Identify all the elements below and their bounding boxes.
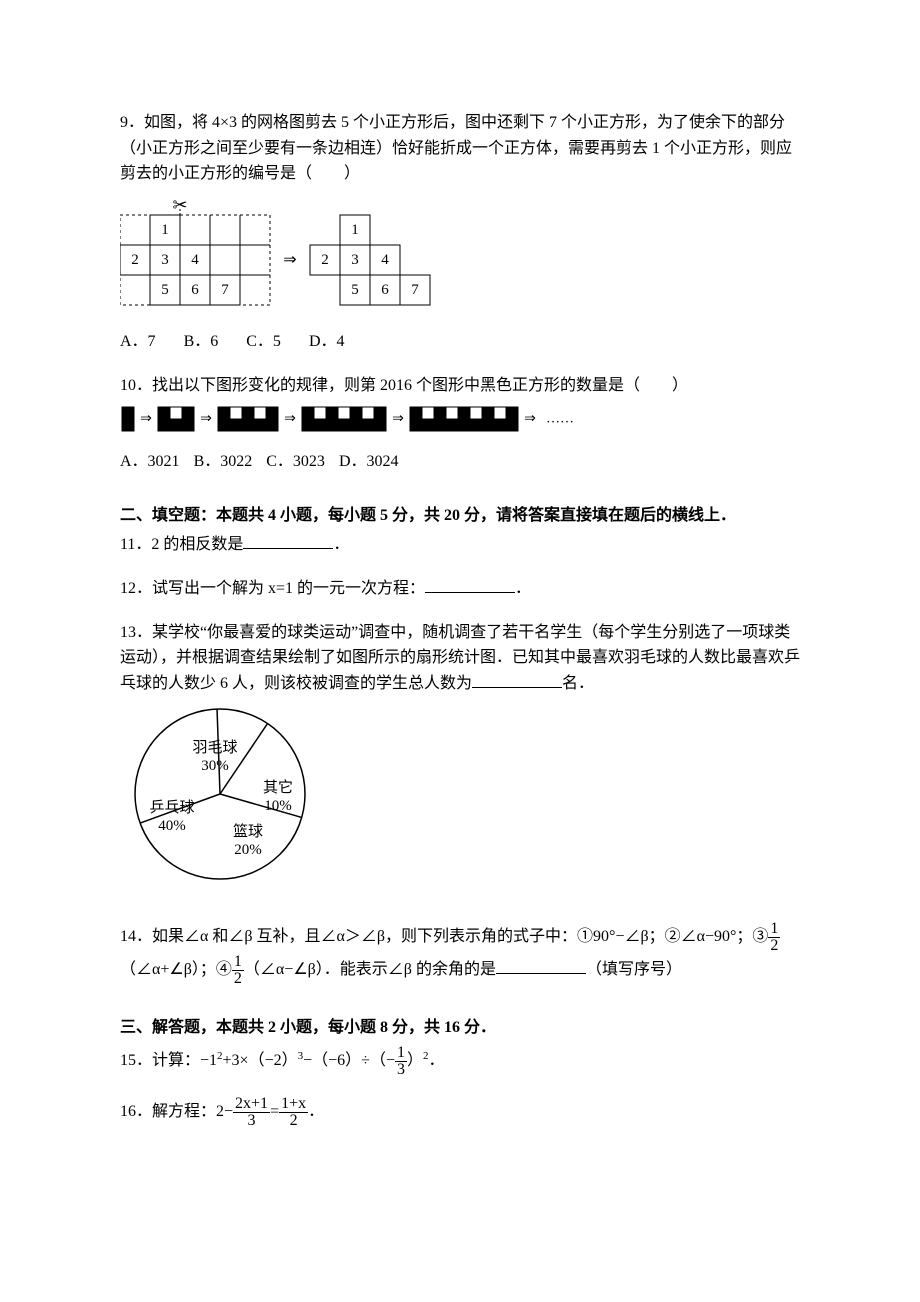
- q12-post: ．: [515, 580, 531, 597]
- q15-mid2: −（−6）÷（−: [303, 1052, 395, 1069]
- q10-options: A．3021 B．3022 C．3023 D．3024: [120, 449, 800, 475]
- svg-text:1: 1: [161, 222, 169, 238]
- q15-pre: 15．计算：−1: [120, 1052, 217, 1069]
- q12-pre: 12．试写出一个解为 x=1 的一元一次方程：: [120, 580, 425, 597]
- svg-text:⇒: ⇒: [200, 411, 212, 426]
- question-11: 11．2 的相反数是 ．: [120, 532, 800, 558]
- q9-opt-c: C．5: [246, 333, 281, 350]
- q11-pre: 11．2 的相反数是: [120, 536, 243, 553]
- svg-text:4: 4: [381, 252, 389, 268]
- q14-post: （填写序号）: [586, 961, 682, 978]
- q14-frac1: 12: [768, 921, 780, 954]
- question-15: 15．计算：−12+3×（−2）3−（−6）÷（−13）2．: [120, 1045, 800, 1078]
- question-10: 10．找出以下图形变化的规律，则第 2016 个图形中黑色正方形的数量是（ ） …: [120, 373, 800, 475]
- q9-options: A．7 B．6 C．5 D．4: [120, 329, 800, 355]
- svg-text:5: 5: [351, 282, 359, 298]
- svg-text:……: ……: [546, 411, 574, 426]
- q9-opt-a: A．7: [120, 333, 156, 350]
- section3-heading: 三、解答题，本题共 2 小题，每小题 8 分，共 16 分．: [120, 1015, 800, 1041]
- svg-text:其它: 其它: [263, 778, 293, 796]
- q11-blank: [243, 532, 333, 549]
- q15-post: ．: [428, 1052, 444, 1069]
- question-9: 9．如图，将 4×3 的网格图剪去 5 个小正方形后，图中还剩下 7 个小正方形…: [120, 110, 800, 355]
- question-14: 14．如果∠α 和∠β 互补，且∠α＞∠β，则下列表示角的式子中：①90°−∠β…: [120, 921, 800, 987]
- svg-text:7: 7: [221, 282, 229, 298]
- q16-frac1: 2x+13: [233, 1096, 270, 1129]
- svg-text:⇒: ⇒: [283, 251, 296, 268]
- q9-figure: 1 2 3 4 5 6 7 ✂ ⇒ 1 2 3 4 5 6 7: [120, 197, 800, 324]
- q14-mid2: （∠α−∠β）．能表示∠β 的余角的是: [244, 961, 496, 978]
- svg-text:20%: 20%: [234, 842, 262, 858]
- q10-opt-a: A．3021: [120, 453, 180, 470]
- q10-text: 10．找出以下图形变化的规律，则第 2016 个图形中黑色正方形的数量是（ ）: [120, 373, 800, 399]
- q15-mid3: ）: [407, 1052, 423, 1069]
- q11-post: ．: [333, 536, 349, 553]
- q14-frac2: 12: [232, 954, 244, 987]
- svg-text:5: 5: [161, 282, 169, 298]
- svg-text:40%: 40%: [158, 818, 186, 834]
- svg-text:⇒: ⇒: [284, 411, 296, 426]
- svg-text:篮球: 篮球: [233, 822, 263, 840]
- svg-text:30%: 30%: [201, 758, 229, 774]
- q10-opt-b: B．3022: [194, 453, 253, 470]
- q9-opt-b: B．6: [184, 333, 219, 350]
- q12-blank: [425, 576, 515, 593]
- q13-blank: [472, 671, 562, 688]
- svg-text:乒乓球: 乒乓球: [149, 799, 194, 816]
- svg-text:2: 2: [321, 252, 329, 268]
- svg-text:7: 7: [411, 282, 419, 298]
- q16-post: ．: [308, 1103, 324, 1120]
- svg-text:1: 1: [351, 222, 359, 238]
- svg-text:6: 6: [191, 282, 199, 298]
- q14-pre: 14．如果∠α 和∠β 互补，且∠α＞∠β，则下列表示角的式子中：①90°−∠β…: [120, 928, 768, 945]
- svg-text:⇒: ⇒: [140, 411, 152, 426]
- svg-text:⇒: ⇒: [392, 411, 404, 426]
- svg-text:⇒: ⇒: [524, 411, 536, 426]
- svg-text:羽毛球: 羽毛球: [192, 739, 237, 756]
- q9-opt-d: D．4: [309, 333, 345, 350]
- q10-opt-c: C．3023: [266, 453, 325, 470]
- q16-eq: =: [270, 1103, 279, 1120]
- q14-mid1: （∠α+∠β）；④: [120, 961, 232, 978]
- svg-text:6: 6: [381, 282, 389, 298]
- q14-blank: [496, 957, 586, 974]
- q13-text: 13．某学校“你最喜爱的球类运动”调查中，随机调查了若干名学生（每个学生分别选了…: [120, 624, 800, 692]
- q9-text: 9．如图，将 4×3 的网格图剪去 5 个小正方形后，图中还剩下 7 个小正方形…: [120, 110, 800, 187]
- question-16: 16．解方程：2−2x+13=1+x2．: [120, 1096, 800, 1129]
- svg-text:✂: ✂: [172, 197, 187, 215]
- question-12: 12．试写出一个解为 x=1 的一元一次方程： ．: [120, 576, 800, 602]
- q13-post: 名．: [562, 675, 594, 692]
- section2-heading: 二、填空题：本题共 4 小题，每小题 5 分，共 20 分，请将答案直接填在题后…: [120, 503, 800, 529]
- question-13: 13．某学校“你最喜爱的球类运动”调查中，随机调查了若干名学生（每个学生分别选了…: [120, 620, 800, 903]
- svg-text:2: 2: [131, 252, 139, 268]
- q16-pre: 16．解方程：2−: [120, 1103, 233, 1120]
- svg-text:4: 4: [191, 252, 199, 268]
- q15-frac: 13: [395, 1045, 407, 1078]
- svg-text:3: 3: [351, 252, 359, 268]
- svg-text:3: 3: [161, 252, 169, 268]
- q10-figure: ⇒ ⇒ ⇒ ⇒ ⇒ ……: [120, 403, 800, 446]
- q13-pie: 羽毛球 30% 其它 10%篮球 20% 乒乓球 40%: [120, 704, 800, 903]
- q10-opt-d: D．3024: [339, 453, 399, 470]
- q15-mid1: +3×（−2）: [223, 1052, 298, 1069]
- svg-text:10%: 10%: [264, 798, 292, 814]
- q16-frac2: 1+x2: [279, 1096, 308, 1129]
